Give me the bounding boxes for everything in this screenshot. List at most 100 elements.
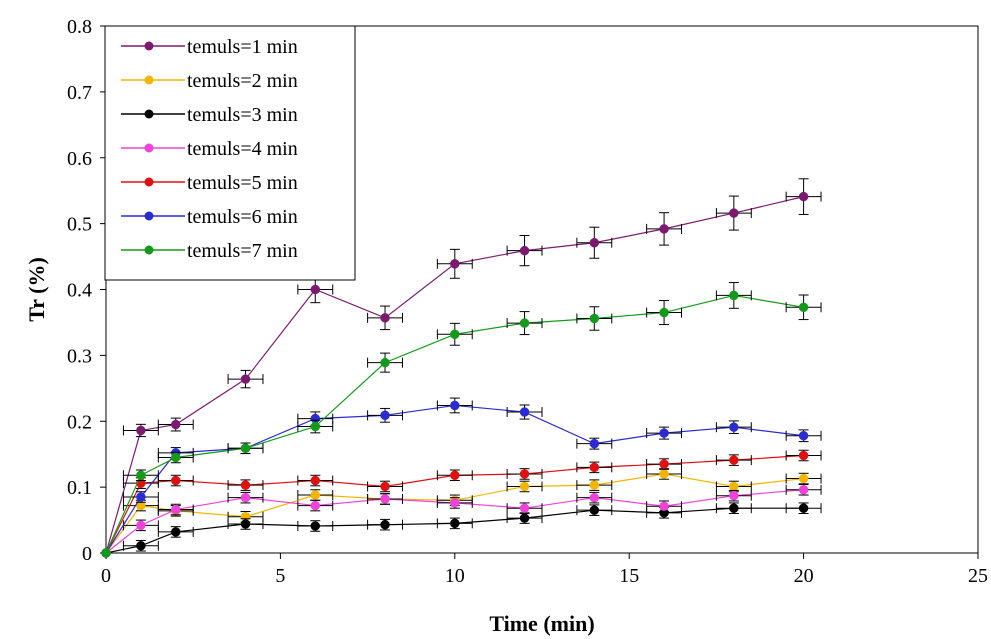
data-point bbox=[519, 513, 530, 523]
data-point bbox=[450, 259, 460, 269]
data-point bbox=[519, 481, 530, 492]
legend-marker bbox=[144, 245, 154, 255]
data-point bbox=[798, 473, 809, 484]
data-point bbox=[171, 419, 181, 430]
legend-marker bbox=[144, 75, 154, 85]
series-layer bbox=[101, 178, 822, 558]
y-tick-label: 0.2 bbox=[67, 411, 92, 433]
data-point bbox=[729, 422, 739, 432]
data-point bbox=[136, 520, 146, 531]
data-point bbox=[310, 421, 321, 432]
y-tick-label: 0.4 bbox=[67, 280, 92, 302]
x-tick-label: 0 bbox=[101, 565, 111, 587]
data-point bbox=[589, 237, 600, 248]
data-point bbox=[240, 519, 251, 529]
data-point bbox=[729, 290, 739, 301]
data-point bbox=[450, 498, 460, 508]
legend-label: temuls=5 min bbox=[187, 172, 298, 194]
data-point bbox=[171, 527, 181, 537]
data-point bbox=[798, 503, 809, 513]
legend-label: temuls=1 min bbox=[187, 36, 298, 58]
data-point bbox=[589, 438, 600, 449]
y-axis: 0 0.1 0.2 0.3 0.4 0.5 0.6 0.7 0.8 bbox=[67, 16, 106, 565]
data-point bbox=[240, 443, 251, 454]
data-point bbox=[136, 470, 146, 481]
data-point bbox=[659, 224, 669, 234]
legend-marker bbox=[144, 41, 154, 51]
data-point bbox=[240, 492, 251, 503]
data-point bbox=[589, 492, 600, 503]
data-point bbox=[798, 302, 809, 313]
data-point bbox=[589, 462, 600, 473]
series-7 bbox=[101, 282, 822, 558]
x-tick-label: 25 bbox=[968, 565, 988, 587]
y-tick-label: 0.1 bbox=[67, 477, 92, 499]
legend-item: temuls=2 min bbox=[121, 70, 298, 92]
data-point bbox=[240, 480, 251, 490]
y-axis-title: Tr (%) bbox=[24, 257, 49, 322]
legend-label: temuls=4 min bbox=[187, 138, 298, 160]
legend-marker bbox=[144, 109, 154, 119]
data-point bbox=[310, 490, 321, 500]
series-4 bbox=[101, 483, 822, 558]
data-point bbox=[101, 548, 111, 558]
x-axis-title: Time (min) bbox=[489, 611, 594, 636]
data-point bbox=[380, 481, 390, 492]
legend-label: temuls=3 min bbox=[187, 104, 298, 126]
data-point bbox=[589, 313, 600, 324]
data-point bbox=[450, 470, 460, 481]
legend-label: temuls=6 min bbox=[187, 206, 298, 228]
data-point bbox=[519, 407, 530, 417]
legend-item: temuls=1 min bbox=[121, 36, 298, 58]
legend-label: temuls=2 min bbox=[187, 70, 298, 92]
x-tick-label: 15 bbox=[619, 565, 639, 587]
data-point bbox=[380, 494, 390, 504]
data-point bbox=[589, 480, 600, 490]
data-point bbox=[171, 504, 181, 515]
series-line bbox=[105, 294, 804, 554]
legend-label: temuls=7 min bbox=[187, 240, 298, 262]
y-tick-label: 0.6 bbox=[67, 148, 92, 170]
legend-item: temuls=5 min bbox=[121, 172, 298, 194]
legend-marker bbox=[144, 177, 154, 187]
data-point bbox=[729, 481, 739, 492]
data-point bbox=[450, 329, 460, 340]
series-line bbox=[105, 473, 804, 554]
data-point bbox=[589, 505, 600, 515]
x-axis: 0 5 10 15 20 25 bbox=[101, 553, 988, 587]
data-point bbox=[798, 450, 809, 461]
legend-item: temuls=6 min bbox=[121, 206, 298, 228]
data-point bbox=[136, 425, 146, 436]
data-point bbox=[519, 503, 530, 513]
legend-box bbox=[104, 25, 356, 281]
legend-marker bbox=[144, 143, 154, 153]
data-point bbox=[659, 501, 669, 511]
data-point bbox=[310, 284, 321, 295]
y-tick-label: 0.3 bbox=[67, 345, 92, 367]
data-point bbox=[136, 492, 146, 502]
series-3 bbox=[101, 502, 822, 558]
y-tick-label: 0.8 bbox=[67, 16, 92, 38]
data-point bbox=[729, 455, 739, 465]
data-point bbox=[171, 475, 181, 486]
data-point bbox=[519, 245, 530, 256]
series-1 bbox=[101, 178, 822, 558]
series-line bbox=[105, 489, 804, 554]
data-point bbox=[310, 500, 321, 511]
data-point bbox=[798, 430, 809, 441]
data-point bbox=[659, 307, 669, 318]
data-point bbox=[380, 519, 390, 530]
data-point bbox=[659, 459, 669, 469]
data-point bbox=[380, 410, 390, 421]
data-point bbox=[729, 208, 739, 218]
legend-marker bbox=[144, 211, 154, 221]
series-6 bbox=[101, 397, 822, 558]
data-point bbox=[136, 541, 146, 551]
data-point bbox=[450, 400, 460, 411]
legend-item: temuls=7 min bbox=[121, 240, 298, 262]
data-point bbox=[798, 191, 809, 202]
series-line bbox=[105, 196, 804, 554]
legend-item: temuls=3 min bbox=[121, 104, 298, 126]
